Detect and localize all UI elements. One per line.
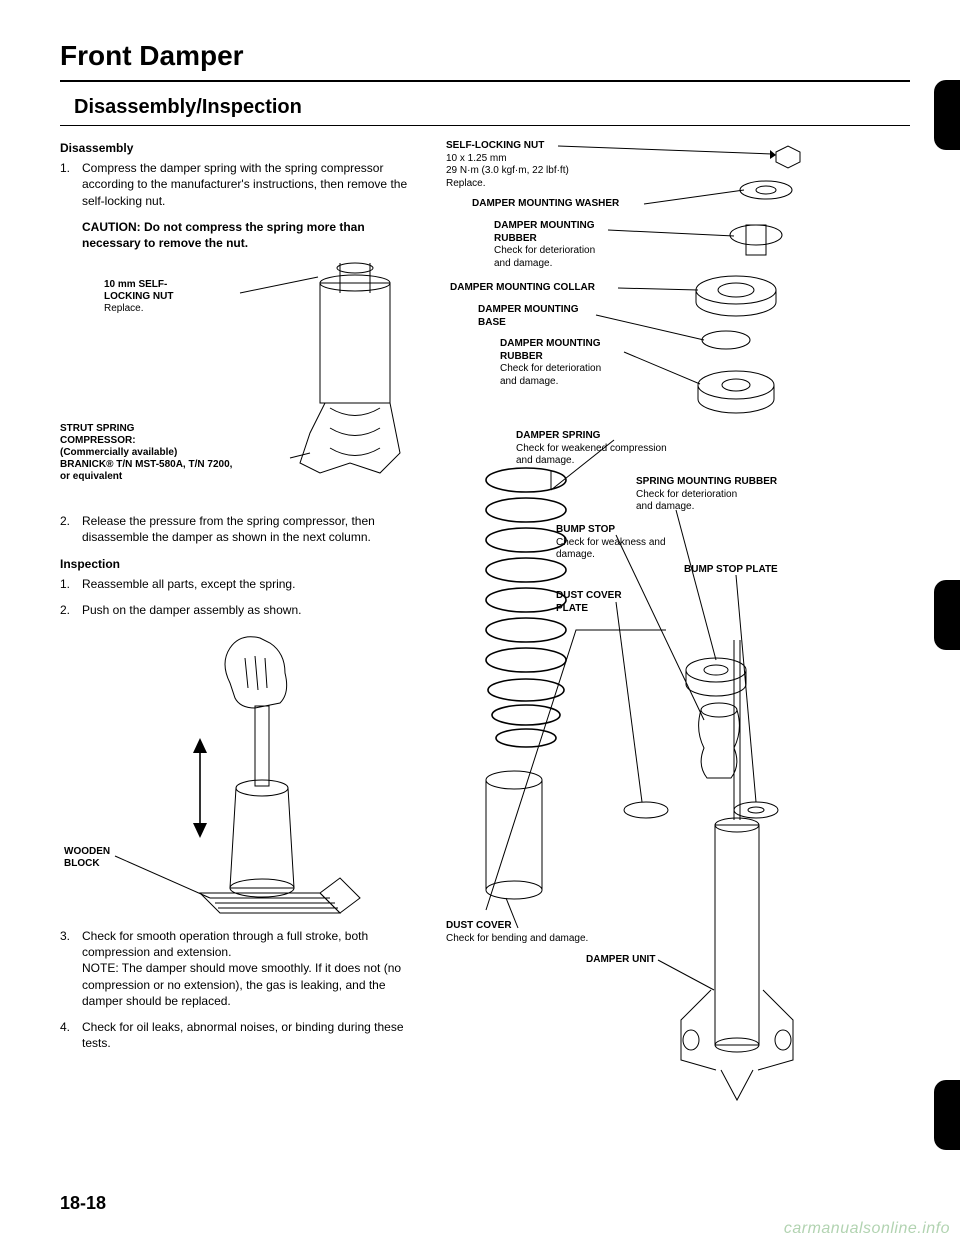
step-number: 3. (60, 928, 82, 1009)
wooden-block-diagram-area: WOODEN BLOCK (60, 628, 420, 928)
disassembly-heading: Disassembly (60, 140, 420, 156)
step-text: Reassemble all parts, except the spring. (82, 576, 420, 592)
compressor-label: (Commercially available) (60, 447, 177, 458)
step-text: Push on the damper assembly as shown. (82, 602, 420, 618)
section-rule (60, 125, 910, 126)
step-text: Check for smooth operation through a ful… (82, 929, 368, 959)
compressor-label: COMPRESSOR: (60, 435, 136, 446)
exploded-view-column: SELF-LOCKING NUT 10 x 1.25 mm 29 N·m (3.… (446, 140, 910, 1061)
step-number: 2. (60, 602, 82, 618)
left-column: Disassembly 1. Compress the damper sprin… (60, 140, 420, 1061)
compressor-label: or equivalent (60, 471, 122, 482)
locking-nut-label: 10 mm SELF- (104, 279, 167, 290)
compressor-label: BRANICK® T/N MST-580A, T/N 7200, (60, 459, 232, 470)
step-number: 2. (60, 513, 82, 545)
page-number: 18-18 (60, 1193, 106, 1214)
step-note: NOTE: The damper should move smoothly. I… (82, 961, 401, 1007)
strut-compressor-illustration (240, 263, 420, 513)
caution-text: CAUTION: Do not compress the spring more… (82, 219, 420, 251)
strut-diagram-area: 10 mm SELF- LOCKING NUT Replace. STRUT S… (60, 263, 420, 513)
locking-nut-note: Replace. (104, 303, 143, 314)
wooden-block-illustration (60, 628, 420, 928)
step-number: 4. (60, 1019, 82, 1051)
watermark: carmanualsonline.info (784, 1220, 950, 1238)
inspection-heading: Inspection (60, 556, 420, 572)
title-rule (60, 80, 910, 82)
damper-exploded-illustration (446, 140, 886, 1120)
locking-nut-label: LOCKING NUT (104, 291, 173, 302)
section-title: Disassembly/Inspection (74, 96, 910, 119)
step-text: Check for oil leaks, abnormal noises, or… (82, 1019, 420, 1051)
compressor-label: STRUT SPRING (60, 423, 134, 434)
step-number: 1. (60, 160, 82, 209)
step-text: Release the pressure from the spring com… (82, 513, 420, 545)
step-number: 1. (60, 576, 82, 592)
page-title: Front Damper (60, 40, 910, 72)
step-text: Compress the damper spring with the spri… (82, 160, 420, 209)
